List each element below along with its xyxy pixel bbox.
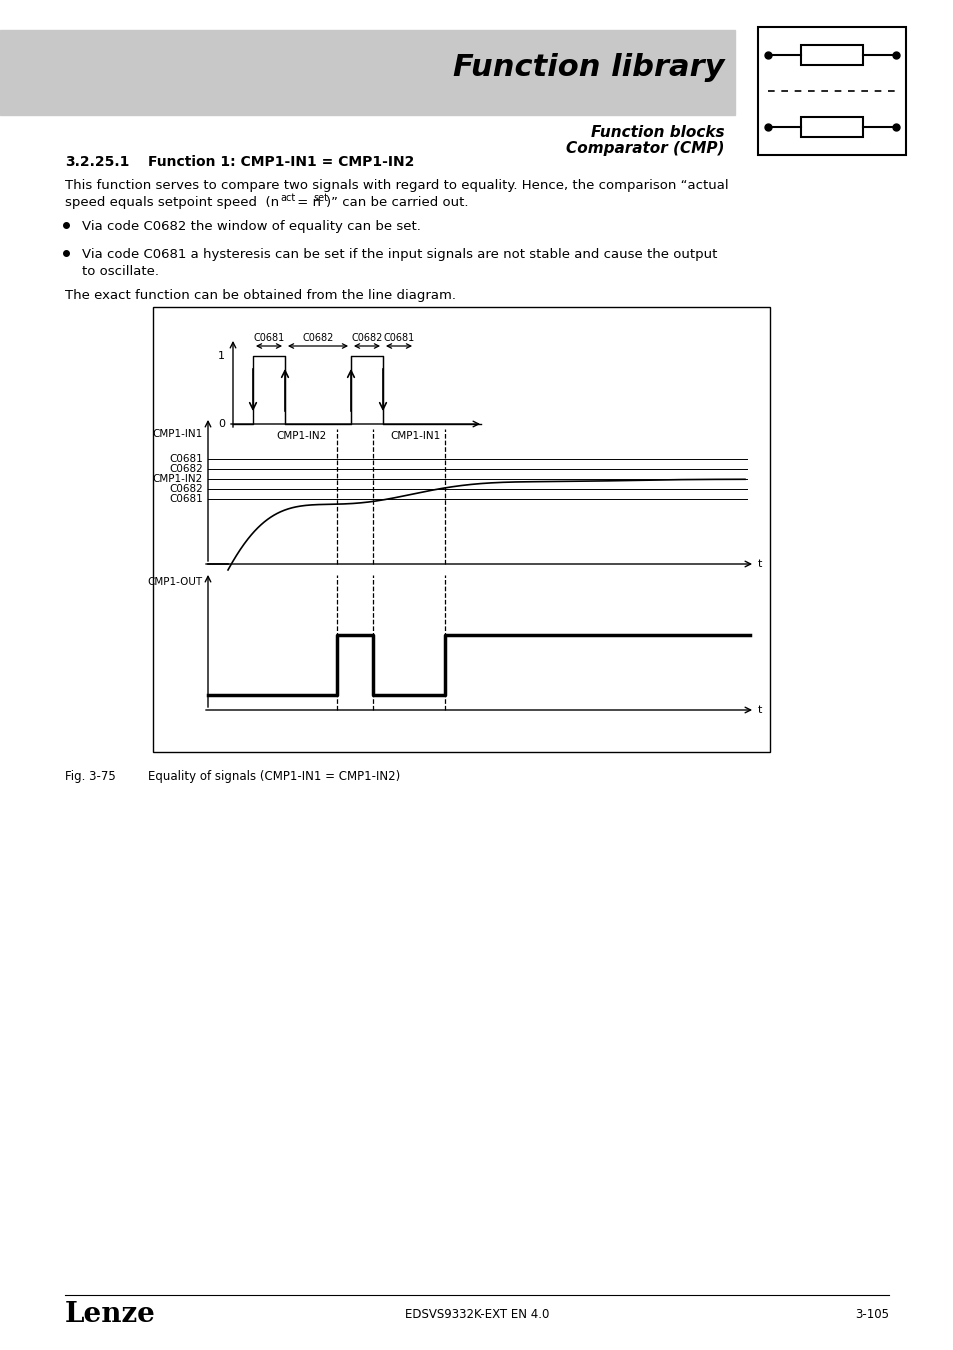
Text: Via code C0681 a hysteresis can be set if the input signals are not stable and c: Via code C0681 a hysteresis can be set i…	[82, 248, 717, 261]
Text: C0681: C0681	[253, 333, 284, 343]
Text: CMP1-OUT: CMP1-OUT	[148, 576, 203, 587]
Text: The exact function can be obtained from the line diagram.: The exact function can be obtained from …	[65, 289, 456, 302]
Text: 1: 1	[218, 351, 225, 360]
Text: C0681: C0681	[169, 494, 203, 504]
Text: Function library: Function library	[453, 53, 724, 82]
Text: Via code C0682 the window of equality can be set.: Via code C0682 the window of equality ca…	[82, 220, 420, 234]
Bar	[801, 45, 862, 65]
Bar	[801, 117, 862, 136]
Text: to oscillate.: to oscillate.	[82, 265, 159, 278]
Text: Function blocks: Function blocks	[591, 126, 724, 140]
Text: C0682: C0682	[351, 333, 382, 343]
Text: 3.2.25.1: 3.2.25.1	[65, 155, 130, 169]
Text: C0682: C0682	[302, 333, 334, 343]
Text: CMP1-IN1: CMP1-IN1	[391, 431, 440, 441]
Text: )” can be carried out.: )” can be carried out.	[326, 196, 468, 209]
Text: t: t	[758, 705, 761, 716]
Text: set: set	[313, 193, 328, 202]
Text: CMP1-IN2: CMP1-IN2	[276, 431, 327, 441]
Text: 0: 0	[218, 418, 225, 429]
Text: Lenze: Lenze	[65, 1301, 155, 1328]
Text: = n: = n	[293, 196, 320, 209]
Bar	[152, 306, 769, 752]
Text: speed equals setpoint speed  (n: speed equals setpoint speed (n	[65, 196, 279, 209]
Text: CMP1-IN1: CMP1-IN1	[152, 429, 203, 439]
Text: t: t	[758, 559, 761, 568]
Text: C0682: C0682	[169, 464, 203, 474]
Text: 3-105: 3-105	[854, 1308, 888, 1322]
Bar	[0, 30, 734, 115]
Text: CMP1-IN2: CMP1-IN2	[152, 474, 203, 485]
Bar	[758, 27, 905, 155]
Text: Function 1: CMP1-IN1 = CMP1-IN2: Function 1: CMP1-IN1 = CMP1-IN2	[148, 155, 414, 169]
Text: EDSVS9332K-EXT EN 4.0: EDSVS9332K-EXT EN 4.0	[404, 1308, 549, 1322]
Text: Comparator (CMP): Comparator (CMP)	[566, 140, 724, 157]
Text: C0681: C0681	[383, 333, 415, 343]
Text: C0682: C0682	[169, 485, 203, 494]
Text: Equality of signals (CMP1-IN1 = CMP1-IN2): Equality of signals (CMP1-IN1 = CMP1-IN2…	[148, 769, 400, 783]
Text: act: act	[280, 193, 294, 202]
Text: This function serves to compare two signals with regard to equality. Hence, the : This function serves to compare two sign…	[65, 180, 728, 192]
Text: C0681: C0681	[169, 454, 203, 464]
Text: Fig. 3-75: Fig. 3-75	[65, 769, 115, 783]
